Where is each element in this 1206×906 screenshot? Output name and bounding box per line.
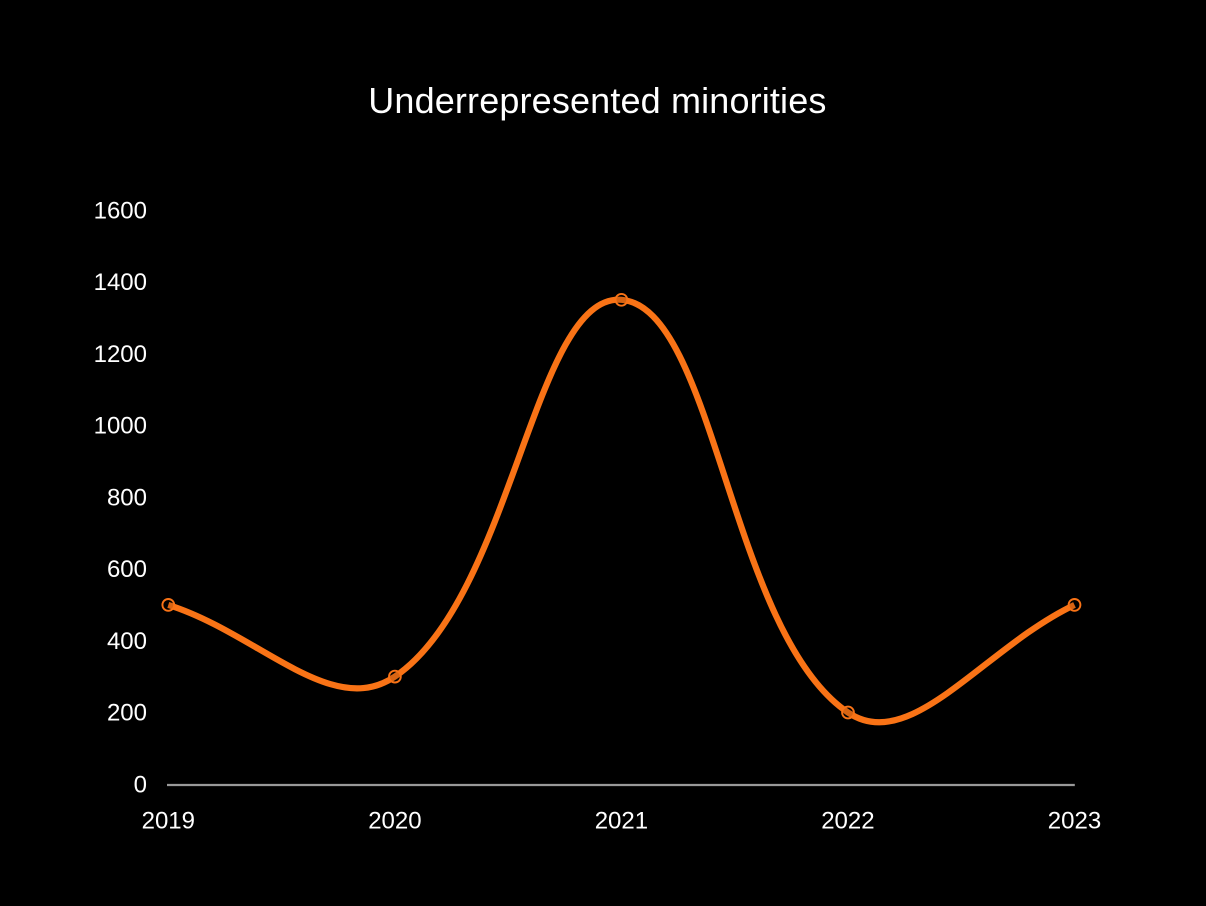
svg-text:2022: 2022 bbox=[821, 808, 874, 835]
svg-text:400: 400 bbox=[107, 628, 147, 655]
svg-text:1600: 1600 bbox=[94, 197, 147, 224]
svg-text:200: 200 bbox=[107, 700, 147, 727]
svg-text:600: 600 bbox=[107, 556, 147, 583]
svg-text:800: 800 bbox=[107, 484, 147, 511]
svg-text:1400: 1400 bbox=[94, 269, 147, 296]
svg-text:2020: 2020 bbox=[368, 808, 421, 835]
svg-text:2021: 2021 bbox=[595, 808, 648, 835]
svg-text:1200: 1200 bbox=[94, 341, 147, 368]
svg-text:Underrepresented minorities: Underrepresented minorities bbox=[368, 80, 826, 121]
svg-text:1000: 1000 bbox=[94, 413, 147, 440]
svg-text:0: 0 bbox=[134, 772, 147, 799]
svg-text:2023: 2023 bbox=[1048, 808, 1101, 835]
svg-text:2019: 2019 bbox=[142, 808, 195, 835]
